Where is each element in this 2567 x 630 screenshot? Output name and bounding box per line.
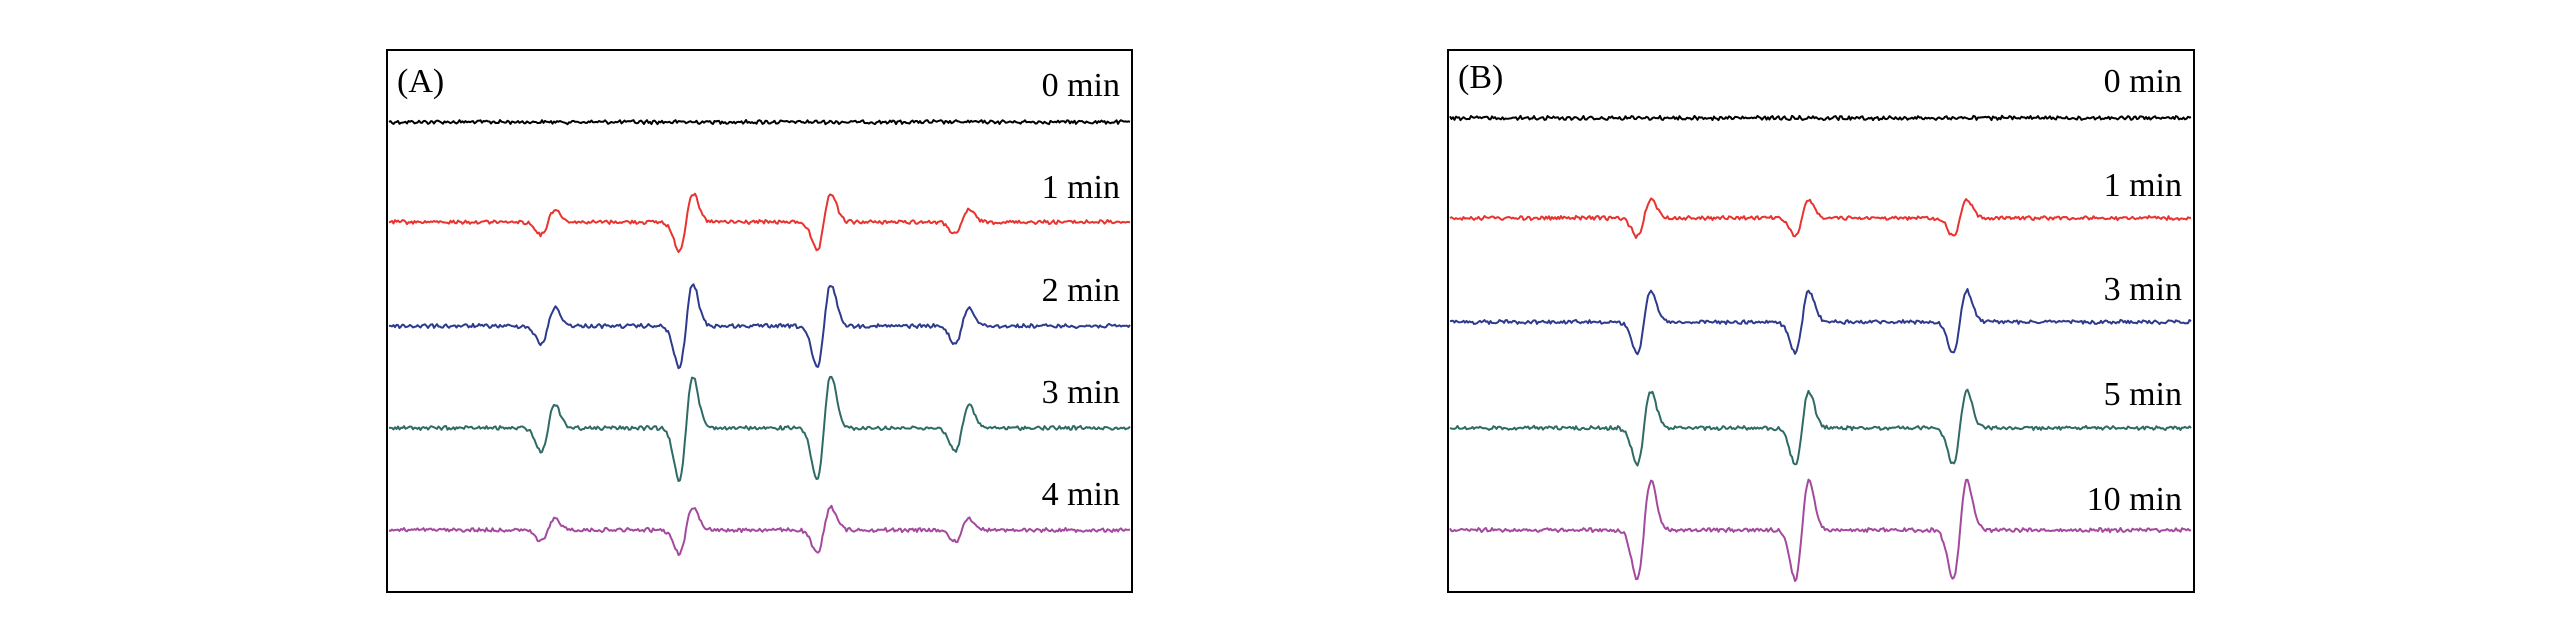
series-label: 1 min xyxy=(1042,169,1120,206)
spectrum-line-3-min xyxy=(388,375,1131,483)
spectrum-line-2-min xyxy=(388,283,1131,370)
panel-a: (A) 0 min 1 min 2 min 3 min 4 min xyxy=(386,49,1133,593)
spectrum-line-10-min xyxy=(1449,478,2192,582)
series-label: 1 min xyxy=(2104,167,2182,204)
spectrum-line-1-min xyxy=(388,192,1131,253)
series-label: 5 min xyxy=(2104,376,2182,413)
series-label: 4 min xyxy=(1042,476,1120,513)
spectrum-line-0-min xyxy=(388,119,1131,126)
series-label: 0 min xyxy=(2104,63,2182,100)
panel-b: (B) 0 min 1 min 3 min 5 min 10 min xyxy=(1447,49,2195,593)
panel-label: (B) xyxy=(1458,59,1503,96)
plot-frame xyxy=(1447,49,2195,593)
series-label: 3 min xyxy=(2104,271,2182,308)
panel-label: (A) xyxy=(397,63,444,100)
spectrum-line-1-min xyxy=(1449,197,2192,239)
spectrum-line-4-min xyxy=(388,504,1131,556)
series-label: 2 min xyxy=(1042,272,1120,309)
spectrum-line-0-min xyxy=(1449,114,2192,122)
spectrum-line-5-min xyxy=(1449,388,2192,467)
plot-frame xyxy=(386,49,1133,593)
series-label: 3 min xyxy=(1042,374,1120,411)
spectrum-line-3-min xyxy=(1449,288,2192,356)
series-label: 0 min xyxy=(1042,67,1120,104)
series-label: 10 min xyxy=(2087,481,2182,518)
